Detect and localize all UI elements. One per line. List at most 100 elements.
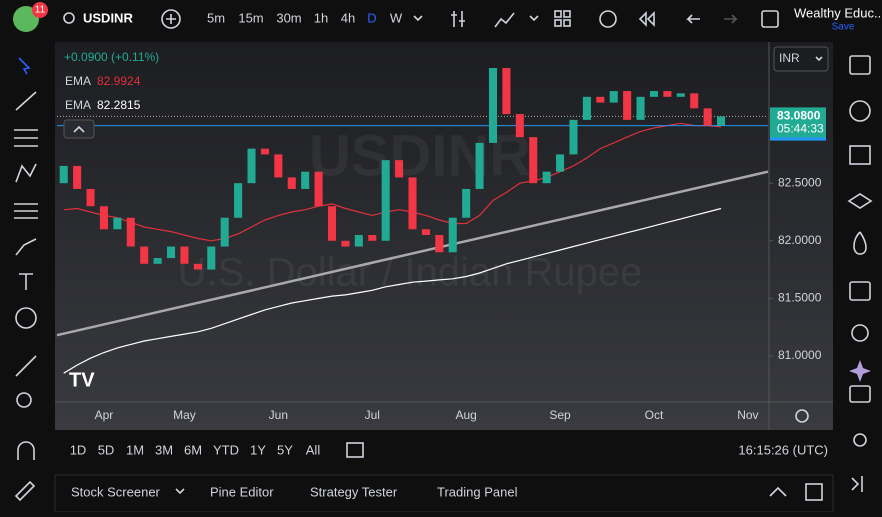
currency-select[interactable] [773, 46, 829, 72]
hotlist-icon[interactable] [853, 231, 867, 255]
candle [462, 188, 471, 218]
layers-icon[interactable] [847, 193, 873, 209]
candle [502, 68, 511, 115]
panel-tab[interactable]: Strategy Tester [310, 484, 398, 499]
interval[interactable]: D [367, 10, 376, 25]
collapse-toolbar[interactable] [851, 476, 863, 492]
screener-menu[interactable] [175, 488, 185, 495]
candle [260, 148, 269, 155]
candle [529, 137, 538, 184]
watchlist-icon[interactable] [849, 55, 871, 75]
cursor-tool[interactable] [18, 57, 31, 75]
candle [314, 171, 323, 207]
candle [381, 160, 390, 241]
range-button[interactable]: YTD [213, 442, 239, 457]
maximize-panel[interactable] [805, 483, 823, 501]
range-button[interactable]: 5D [98, 442, 115, 457]
panel-tab[interactable]: Trading Panel [437, 484, 518, 499]
axis-settings[interactable] [795, 409, 809, 423]
date-range-icon[interactable] [346, 442, 364, 458]
candle [649, 91, 658, 97]
alerts-icon[interactable] [849, 100, 871, 122]
candle [126, 217, 135, 247]
candle [368, 235, 377, 241]
replay-icon[interactable] [638, 11, 655, 27]
candle [515, 114, 524, 138]
ideas-icon[interactable] [851, 324, 869, 342]
panel-tab[interactable]: Pine Editor [210, 484, 274, 499]
range-button[interactable]: 1M [126, 442, 144, 457]
line-tool[interactable] [15, 91, 37, 111]
range-button[interactable]: 5Y [277, 442, 293, 457]
candle [59, 165, 68, 184]
interval[interactable]: 30m [276, 10, 301, 25]
indicators-icon[interactable] [494, 12, 515, 28]
lock-tool[interactable] [14, 480, 36, 502]
undo-icon[interactable] [686, 14, 700, 24]
interval[interactable]: 15m [238, 10, 263, 25]
symbol[interactable]: USDINR [83, 10, 133, 25]
interval[interactable]: W [390, 10, 403, 25]
candle [448, 217, 457, 253]
candle [327, 206, 337, 241]
account-name[interactable]: Wealthy Educ... [794, 5, 882, 20]
forecast-tool[interactable] [14, 203, 38, 219]
chart-type-icon[interactable] [451, 11, 465, 27]
alert-icon[interactable] [599, 10, 617, 28]
candle [488, 68, 498, 143]
text-tool[interactable] [19, 273, 33, 290]
ruler-tool[interactable] [15, 355, 37, 377]
interval[interactable]: 4h [341, 10, 355, 25]
range-button[interactable]: 6M [184, 442, 202, 457]
ema-line [63, 207, 722, 374]
x-tick-label: Apr [95, 408, 114, 422]
candle [609, 91, 618, 103]
clock: 16:15:26 (UTC) [738, 442, 828, 457]
interval-menu[interactable] [413, 15, 423, 22]
change-label: +0.0900 (+0.11%) [64, 50, 159, 64]
fullscreen-icon[interactable] [761, 10, 779, 28]
x-tick-label: Sep [549, 408, 571, 422]
candle [542, 171, 551, 184]
stream-icon[interactable] [853, 433, 867, 447]
chat-icon[interactable] [849, 385, 871, 403]
candle [86, 188, 95, 207]
range-button[interactable]: 3M [155, 442, 173, 457]
emoji-tool[interactable] [15, 307, 37, 329]
pattern-tool[interactable] [15, 163, 37, 183]
candle [717, 116, 726, 126]
zoom-tool[interactable] [16, 392, 32, 408]
indicators-menu[interactable] [529, 15, 539, 22]
interval[interactable]: 1h [314, 10, 328, 25]
news-icon[interactable] [849, 145, 871, 165]
range-bar [55, 433, 833, 467]
brush-tool[interactable] [15, 238, 37, 256]
add-symbol[interactable] [161, 9, 181, 29]
interval[interactable]: 5m [207, 10, 225, 25]
layout-icon[interactable] [554, 10, 562, 18]
currency-arrow [815, 56, 823, 62]
currency: INR [779, 51, 800, 65]
search-icon[interactable] [63, 12, 75, 24]
expand-panel[interactable] [769, 486, 787, 497]
magnet-tool[interactable] [17, 441, 35, 460]
trendline [56, 170, 769, 337]
legend-name: EMA [65, 74, 91, 88]
candle [663, 91, 672, 97]
fib-tool[interactable] [14, 129, 38, 147]
panel-tab[interactable]: Stock Screener [71, 484, 161, 499]
candle [354, 235, 363, 247]
candle [636, 96, 645, 120]
candle [395, 160, 404, 178]
save-label[interactable]: Save [832, 22, 855, 33]
collapse-legend[interactable] [63, 119, 95, 139]
range-button[interactable]: 1Y [250, 442, 266, 457]
watermark-symbol: USDINR [309, 123, 531, 188]
redo-icon[interactable] [724, 14, 738, 24]
ai-icon[interactable] [849, 360, 871, 382]
candle [623, 91, 632, 120]
range-button[interactable]: 1D [70, 442, 87, 457]
calendar-icon[interactable] [849, 281, 871, 301]
range-button[interactable]: All [306, 442, 321, 457]
